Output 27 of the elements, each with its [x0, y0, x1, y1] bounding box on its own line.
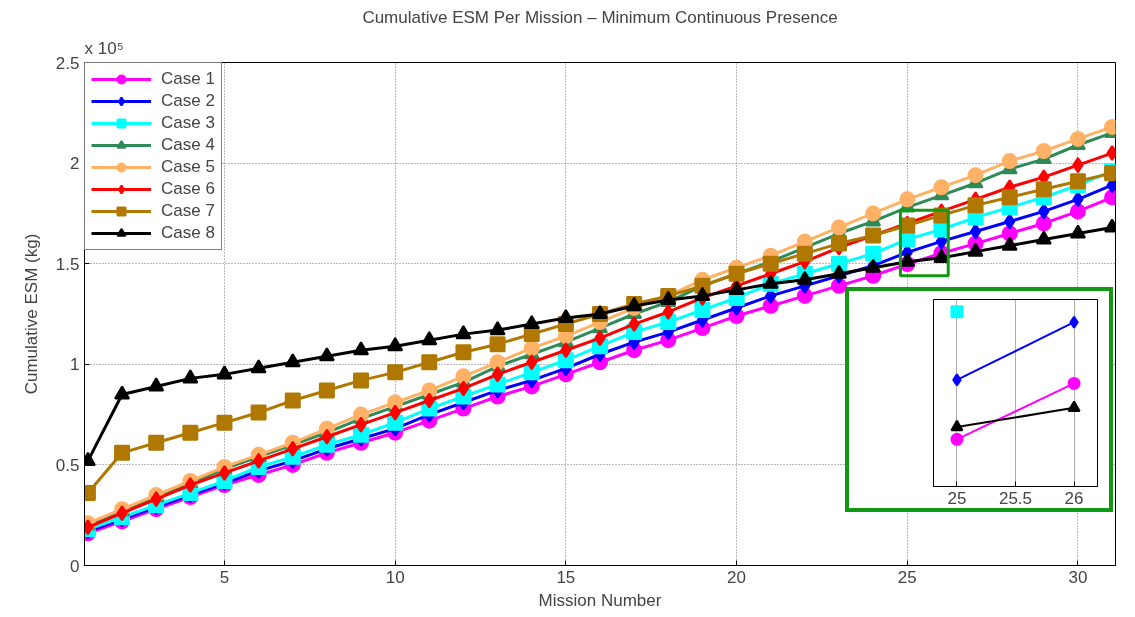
- legend-label: Case 6: [161, 179, 215, 199]
- legend-label: Case 1: [161, 69, 215, 89]
- x-tick-label: 26: [1064, 488, 1084, 508]
- legend-label: Case 3: [161, 113, 215, 133]
- y-tick-label: 0.5: [55, 455, 80, 475]
- legend-label: Case 4: [161, 135, 215, 155]
- y-axis-title: Cumulative ESM (kg): [21, 233, 41, 395]
- legend-label: Case 8: [161, 223, 215, 243]
- legend-label: Case 7: [161, 201, 215, 221]
- x-tick-label: 25: [897, 567, 917, 587]
- y-tick-label: 0: [70, 556, 80, 576]
- chart-title: Cumulative ESM Per Mission – Minimum Continuous Presence: [362, 7, 838, 27]
- x-axis-title: Mission Number: [538, 590, 662, 610]
- y-tick-label: 2.5: [55, 53, 80, 73]
- y-tick-label: 1.5: [55, 254, 80, 274]
- y-tick-label: 2: [70, 154, 80, 174]
- y-tick-label: 1: [70, 355, 80, 375]
- legend-label: Case 2: [161, 91, 215, 111]
- x-tick-label: 15: [556, 567, 576, 587]
- x-tick-label: 20: [727, 567, 747, 587]
- x-tick-label: 25: [947, 488, 967, 508]
- x-tick-label: 5: [219, 567, 230, 587]
- x-tick-label: 30: [1068, 567, 1088, 587]
- legend-label: Case 5: [161, 157, 215, 177]
- x-tick-label: 10: [385, 567, 405, 587]
- x-tick-label: 25.5: [998, 488, 1033, 508]
- text: x 10⁵: [84, 38, 124, 58]
